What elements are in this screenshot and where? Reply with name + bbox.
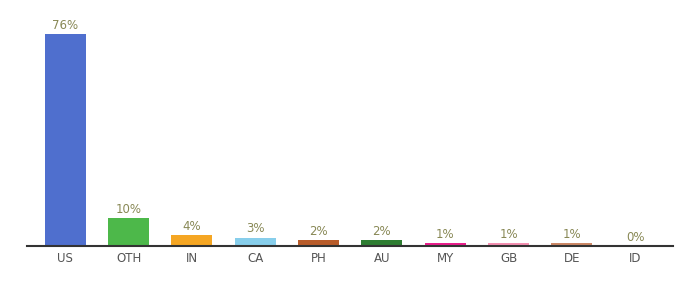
Text: 4%: 4% xyxy=(182,220,201,232)
Text: 3%: 3% xyxy=(246,222,265,236)
Bar xyxy=(108,218,149,246)
Bar xyxy=(171,235,212,246)
Bar xyxy=(424,243,466,246)
Text: 1%: 1% xyxy=(436,228,454,241)
Bar xyxy=(45,34,86,246)
Bar xyxy=(551,243,592,246)
Text: 2%: 2% xyxy=(373,225,391,238)
Text: 10%: 10% xyxy=(116,203,141,216)
Bar xyxy=(298,240,339,246)
Text: 2%: 2% xyxy=(309,225,328,238)
Text: 1%: 1% xyxy=(562,228,581,241)
Bar xyxy=(235,238,276,246)
Bar xyxy=(488,243,529,246)
Bar xyxy=(361,240,403,246)
Text: 0%: 0% xyxy=(626,231,645,244)
Text: 1%: 1% xyxy=(499,228,518,241)
Text: 76%: 76% xyxy=(52,19,78,32)
